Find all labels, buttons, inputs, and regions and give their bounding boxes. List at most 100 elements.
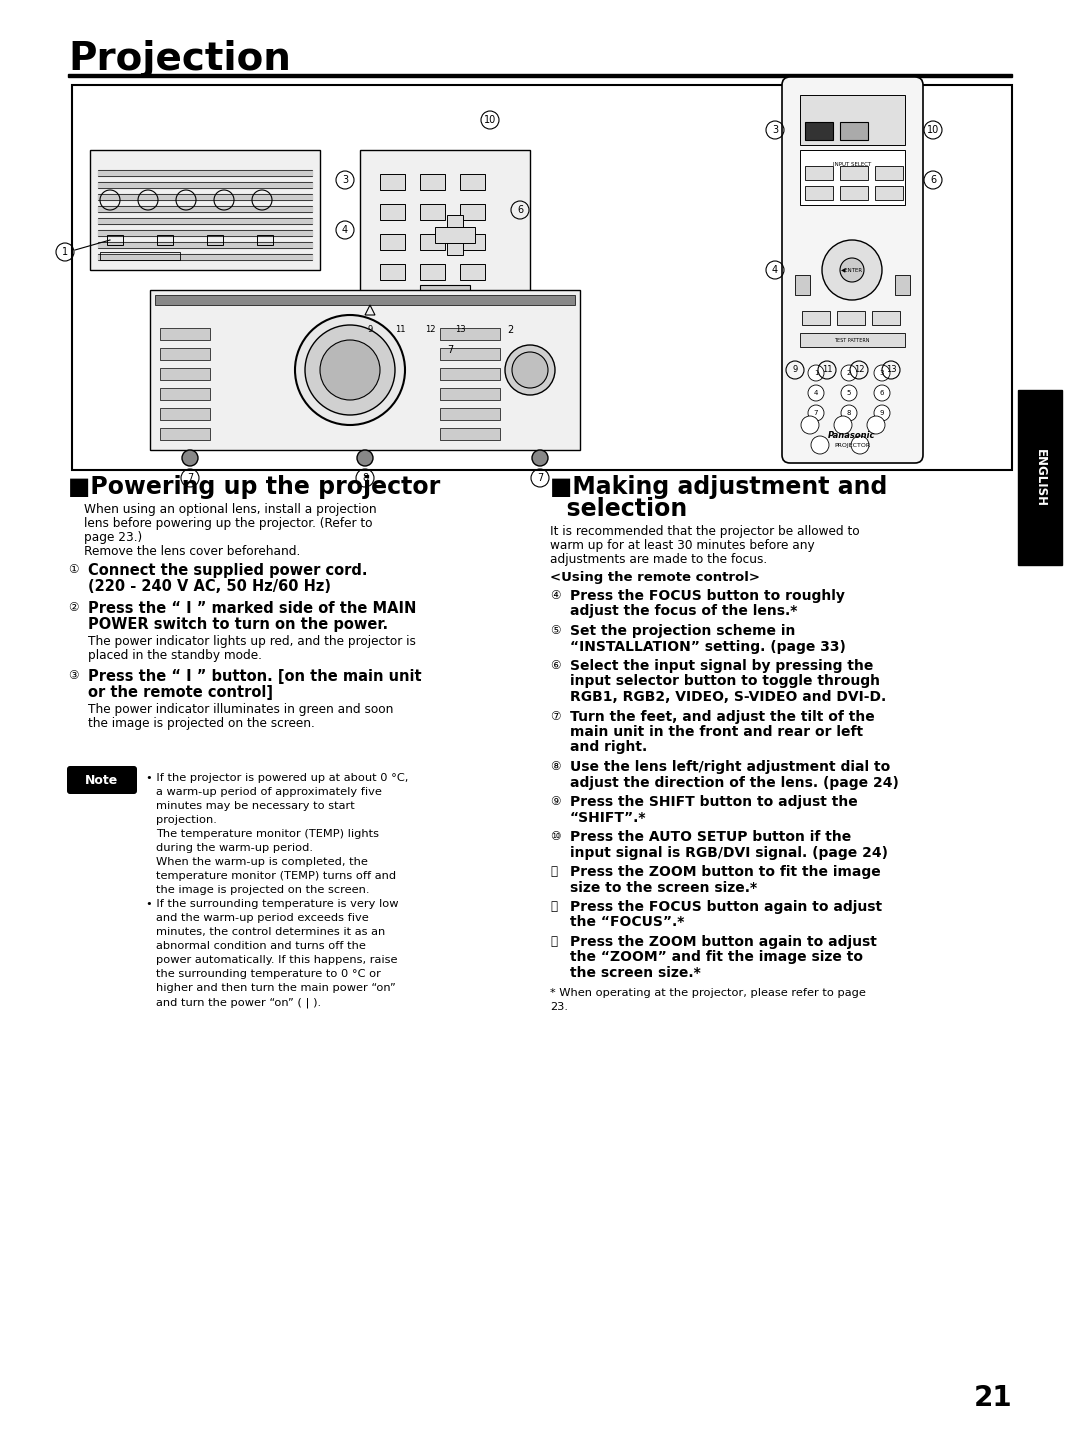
Circle shape xyxy=(811,436,829,454)
Bar xyxy=(98,242,312,248)
Text: during the warm-up period.: during the warm-up period. xyxy=(156,842,313,852)
Text: Press the FOCUS button to roughly: Press the FOCUS button to roughly xyxy=(570,589,845,603)
Bar xyxy=(875,186,903,200)
Text: the “ZOOM” and fit the image size to: the “ZOOM” and fit the image size to xyxy=(570,950,863,965)
Circle shape xyxy=(305,325,395,415)
Text: input selector button to toggle through: input selector button to toggle through xyxy=(570,674,880,688)
Text: 3: 3 xyxy=(772,125,778,135)
Text: the screen size.*: the screen size.* xyxy=(570,966,701,981)
Text: Remove the lens cover beforehand.: Remove the lens cover beforehand. xyxy=(84,544,300,557)
Text: Press the ZOOM button to fit the image: Press the ZOOM button to fit the image xyxy=(570,865,881,878)
Bar xyxy=(840,122,868,140)
Text: POWER switch to turn on the power.: POWER switch to turn on the power. xyxy=(87,616,388,632)
Bar xyxy=(150,289,580,449)
Text: higher and then turn the main power “on”: higher and then turn the main power “on” xyxy=(156,984,395,994)
Bar xyxy=(805,166,833,180)
Text: lens before powering up the projector. (Refer to: lens before powering up the projector. (… xyxy=(84,517,373,530)
Text: TEST PATTERN: TEST PATTERN xyxy=(834,337,869,343)
Circle shape xyxy=(851,436,869,454)
Bar xyxy=(98,181,312,189)
Text: Press the SHIFT button to adjust the: Press the SHIFT button to adjust the xyxy=(570,795,858,809)
Bar xyxy=(98,170,312,176)
Bar xyxy=(435,228,475,243)
Bar xyxy=(160,348,210,360)
Text: The temperature monitor (TEMP) lights: The temperature monitor (TEMP) lights xyxy=(156,829,379,840)
Text: 6: 6 xyxy=(930,176,936,184)
Bar xyxy=(156,295,575,305)
Text: Panasonic: Panasonic xyxy=(828,431,876,439)
Text: temperature monitor (TEMP) turns off and: temperature monitor (TEMP) turns off and xyxy=(156,871,396,881)
Text: 12: 12 xyxy=(424,325,435,334)
Text: ⑦: ⑦ xyxy=(550,710,561,723)
Text: 2: 2 xyxy=(847,370,851,376)
Bar xyxy=(440,428,500,441)
Text: 7: 7 xyxy=(813,410,819,416)
Bar xyxy=(460,204,485,220)
Text: 6: 6 xyxy=(880,390,885,396)
Text: ③: ③ xyxy=(68,670,79,683)
Bar xyxy=(160,369,210,380)
Bar xyxy=(440,387,500,400)
Circle shape xyxy=(874,364,890,382)
Text: 6: 6 xyxy=(517,204,523,215)
Circle shape xyxy=(822,240,882,300)
Text: minutes may be necessary to start: minutes may be necessary to start xyxy=(156,801,354,811)
Bar xyxy=(875,166,903,180)
Circle shape xyxy=(532,449,548,467)
Text: Set the projection scheme in: Set the projection scheme in xyxy=(570,624,795,638)
Text: 1: 1 xyxy=(62,248,68,256)
Text: • If the projector is powered up at about 0 °C,: • If the projector is powered up at abou… xyxy=(146,773,408,783)
Text: ◀ENTER: ◀ENTER xyxy=(841,268,863,272)
Bar xyxy=(98,253,312,261)
Text: size to the screen size.*: size to the screen size.* xyxy=(570,880,757,894)
Bar xyxy=(805,186,833,200)
Text: and turn the power “on” ( | ).: and turn the power “on” ( | ). xyxy=(156,996,321,1008)
Bar xyxy=(420,204,445,220)
Bar xyxy=(107,235,123,245)
Text: * When operating at the projector, please refer to page: * When operating at the projector, pleas… xyxy=(550,988,866,998)
Text: Press the “ I ” marked side of the MAIN: Press the “ I ” marked side of the MAIN xyxy=(87,600,417,616)
Bar xyxy=(460,264,485,279)
Text: 4: 4 xyxy=(342,225,348,235)
Text: ENGLISH: ENGLISH xyxy=(1034,449,1047,507)
Bar xyxy=(420,174,445,190)
Circle shape xyxy=(867,416,885,433)
Text: 2: 2 xyxy=(507,325,513,336)
Bar xyxy=(72,85,1012,469)
Text: 10: 10 xyxy=(927,125,940,135)
Text: When using an optional lens, install a projection: When using an optional lens, install a p… xyxy=(84,503,377,516)
Text: projection.: projection. xyxy=(156,815,217,825)
Text: (220 - 240 V AC, 50 Hz/60 Hz): (220 - 240 V AC, 50 Hz/60 Hz) xyxy=(87,579,330,593)
Text: ②: ② xyxy=(68,600,79,613)
Circle shape xyxy=(874,405,890,420)
Text: the “FOCUS”.*: the “FOCUS”.* xyxy=(570,916,685,929)
Bar xyxy=(98,194,312,200)
Text: 9: 9 xyxy=(880,410,885,416)
Circle shape xyxy=(874,384,890,400)
Text: ⑧: ⑧ xyxy=(550,760,561,773)
Text: a warm-up period of approximately five: a warm-up period of approximately five xyxy=(156,788,382,796)
Circle shape xyxy=(357,449,373,467)
Text: 13: 13 xyxy=(455,325,465,334)
Circle shape xyxy=(505,346,555,395)
Bar xyxy=(257,235,273,245)
Text: ⑩: ⑩ xyxy=(550,829,561,842)
Text: 5: 5 xyxy=(847,390,851,396)
Text: and the warm-up period exceeds five: and the warm-up period exceeds five xyxy=(156,913,368,923)
Text: ⑬: ⑬ xyxy=(550,935,557,948)
Text: 11: 11 xyxy=(822,366,833,374)
Text: 13: 13 xyxy=(886,366,896,374)
Text: 1: 1 xyxy=(813,370,819,376)
Bar xyxy=(68,73,1012,76)
Circle shape xyxy=(512,351,548,387)
Text: page 23.): page 23.) xyxy=(84,531,143,544)
Bar xyxy=(872,311,900,325)
Circle shape xyxy=(841,364,858,382)
Text: The power indicator illuminates in green and soon: The power indicator illuminates in green… xyxy=(87,703,393,716)
Bar xyxy=(420,233,445,251)
Text: 4: 4 xyxy=(814,390,819,396)
Text: 9: 9 xyxy=(367,325,373,334)
FancyBboxPatch shape xyxy=(782,76,923,464)
Circle shape xyxy=(808,384,824,400)
Bar xyxy=(380,174,405,190)
